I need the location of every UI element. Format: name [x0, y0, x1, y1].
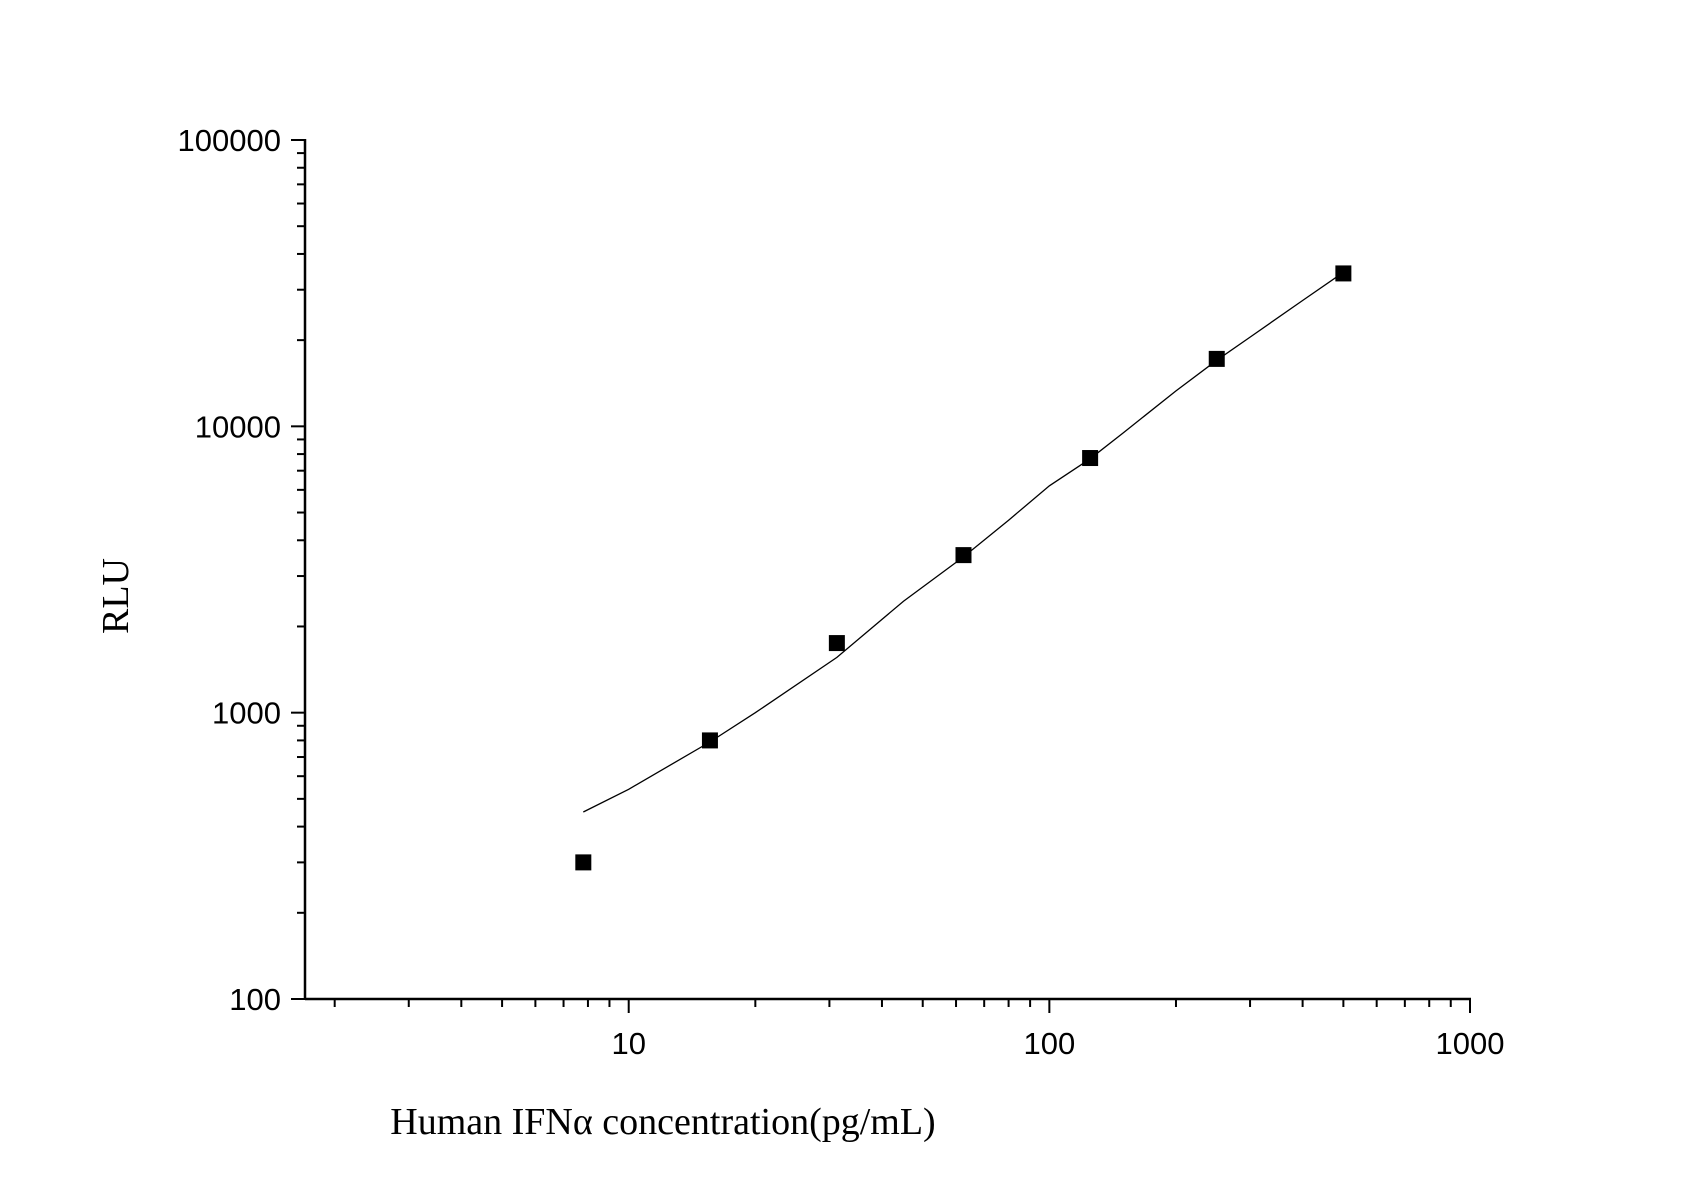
x-tick-label: 1000: [1436, 1026, 1505, 1061]
points-layer: [575, 265, 1352, 871]
data-point: [1082, 450, 1099, 467]
y-tick-label: 100: [229, 982, 281, 1017]
data-point: [955, 547, 972, 564]
data-point: [828, 635, 845, 652]
data-point: [701, 732, 718, 749]
axes: [303, 139, 1471, 1001]
data-point: [1208, 350, 1225, 367]
y-tick-label: 10000: [195, 409, 281, 444]
data-point: [575, 854, 592, 871]
x-tick-label: 10: [611, 1026, 645, 1061]
fit-curve-layer: [583, 271, 1344, 813]
fit-curve: [583, 271, 1344, 813]
x-tick-label: 100: [1023, 1026, 1075, 1061]
data-point: [1335, 265, 1352, 282]
ticks: 10 100 1000 100 1000 10000 100000: [178, 123, 1505, 1061]
y-tick-label: 1000: [212, 696, 281, 731]
y-tick-label: 100000: [178, 123, 281, 158]
x-axis-title: Human IFNα concentration(pg/mL): [390, 1101, 935, 1143]
y-axis-title: RLU: [95, 558, 137, 634]
